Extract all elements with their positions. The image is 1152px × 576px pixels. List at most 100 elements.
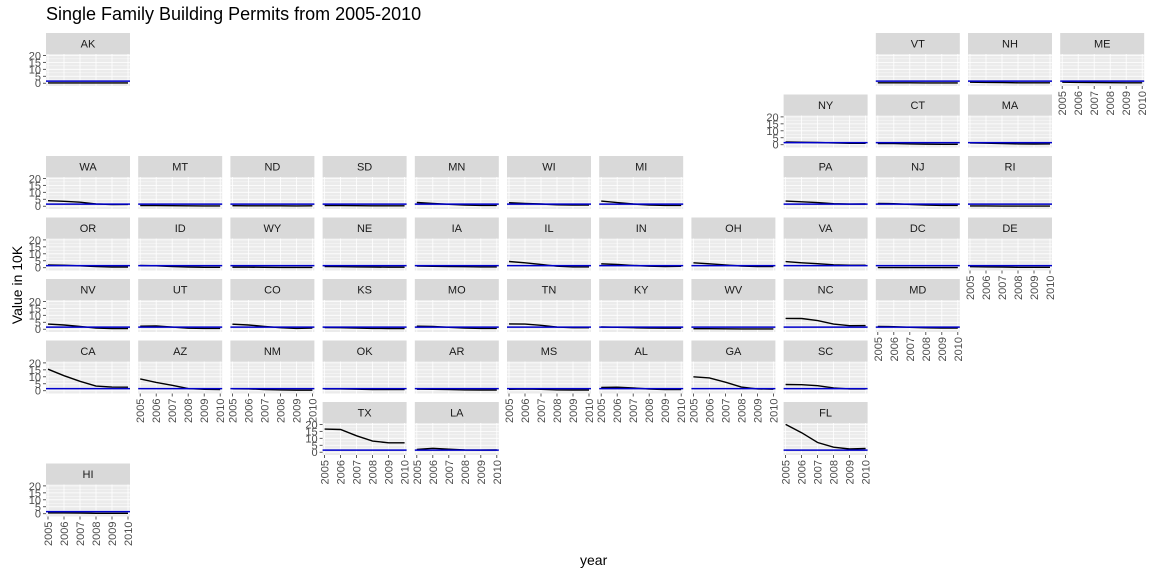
- panel-strip: [322, 156, 407, 177]
- panel-mo: MO: [414, 279, 499, 332]
- panel-strip-label: IN: [636, 223, 647, 235]
- panel-md: MD 2005 2006 2007 2008 2009 2010: [873, 279, 965, 361]
- panel-strip-label: OH: [725, 223, 742, 235]
- x-tick-label: 2007: [536, 399, 548, 423]
- y-tick-label: 10: [29, 187, 41, 199]
- panel-strip: [599, 340, 684, 362]
- panel-strip-label: CA: [80, 346, 96, 358]
- series-line: [324, 428, 405, 444]
- panel-strip: [875, 156, 960, 177]
- x-tick-label: 2007: [628, 399, 640, 423]
- y-tick-label: 0: [772, 140, 778, 152]
- series-line: [324, 265, 405, 268]
- y-tick-label: 20: [29, 358, 41, 370]
- x-tick-label: 2007: [444, 460, 456, 484]
- x-tick-label: 2005: [873, 337, 885, 361]
- y-tick-label: 10: [29, 495, 41, 507]
- x-tick-label: 2005: [43, 522, 55, 546]
- panel-nh: NH: [968, 33, 1052, 86]
- panel-strip: [783, 402, 868, 423]
- panel-strip: [414, 156, 499, 177]
- x-tick-label: 2008: [183, 399, 195, 423]
- x-tick-label: 2007: [75, 522, 87, 546]
- panel-strip: [230, 156, 315, 177]
- panel-ne: NE: [322, 217, 407, 271]
- panel-wy: WY: [230, 217, 315, 271]
- y-tick-label: 10: [29, 310, 41, 322]
- y-tick-label: 5: [35, 71, 41, 83]
- x-tick-label: 2006: [59, 522, 71, 546]
- x-tick-label: 2006: [520, 399, 532, 423]
- x-tick-label: 2006: [336, 460, 348, 484]
- panel-strip: [322, 402, 407, 423]
- x-tick-label: 2005: [504, 399, 516, 423]
- panel-strip-label: ND: [264, 162, 280, 174]
- series-line: [969, 81, 1050, 84]
- panel-strip-label: WY: [264, 223, 282, 235]
- panel-il: IL: [507, 217, 591, 271]
- panel-strip-label: FL: [819, 408, 832, 420]
- y-axis-title: Value in 10K: [9, 245, 26, 325]
- series-line: [140, 378, 221, 391]
- x-tick-label: 2006: [1073, 91, 1085, 115]
- x-tick-label: 2010: [123, 522, 135, 546]
- panel-strip-label: VT: [911, 39, 925, 51]
- panel-strip: [507, 279, 591, 300]
- x-tick-label: 2008: [368, 460, 380, 484]
- y-tick-label: 0: [35, 263, 41, 275]
- y-tick-label: 20: [305, 419, 317, 431]
- x-tick-label: 2009: [1121, 91, 1133, 115]
- x-tick-label: 2007: [259, 399, 271, 423]
- panel-strip-label: SD: [357, 162, 372, 174]
- chart-title: Single Family Building Permits from 2005…: [46, 4, 422, 24]
- panel-strip: [322, 340, 407, 362]
- y-tick-label: 15: [29, 365, 41, 377]
- x-tick-label: 2005: [135, 399, 147, 423]
- panel-strip-label: NH: [1002, 39, 1018, 51]
- x-tick-label: 2010: [1137, 91, 1149, 115]
- series-line: [969, 266, 1050, 268]
- panel-strip-label: MS: [541, 346, 558, 358]
- x-tick-label: 2009: [107, 522, 119, 546]
- x-tick-label: 2010: [1045, 276, 1057, 300]
- y-tick-label: 0: [35, 78, 41, 90]
- x-tick-label: 2006: [151, 399, 163, 423]
- panel-strip: [507, 217, 591, 239]
- y-tick-label: 15: [29, 303, 41, 315]
- x-tick-label: 2010: [584, 399, 596, 423]
- panel-strip: [875, 217, 960, 239]
- panel-strip: [1060, 33, 1145, 54]
- panel-strip-label: NV: [80, 285, 96, 297]
- y-tick-label: 5: [35, 256, 41, 268]
- panel-strip: [783, 279, 868, 300]
- x-tick-label: 2008: [275, 399, 287, 423]
- panel-nd: ND: [230, 156, 315, 209]
- x-tick-label: 2008: [1105, 91, 1117, 115]
- y-tick-label: 5: [35, 379, 41, 391]
- y-tick-label: 10: [29, 64, 41, 76]
- panel-strip: [138, 156, 223, 177]
- y-tick-label: 15: [29, 488, 41, 500]
- y-tick-label: 20: [29, 481, 41, 493]
- panel-strip-label: NJ: [911, 162, 924, 174]
- panel-strip: [507, 156, 591, 177]
- panel-ia: IA: [414, 217, 499, 271]
- panel-strip: [968, 156, 1052, 177]
- panel-strip-label: SC: [818, 346, 833, 358]
- panel-sd: SD: [322, 156, 407, 209]
- x-tick-label: 2006: [704, 399, 716, 423]
- panel-strip-label: ME: [1094, 39, 1111, 51]
- panel-in: IN: [599, 217, 684, 271]
- panel-ky: KY: [599, 279, 684, 332]
- y-tick-label: 0: [35, 386, 41, 398]
- x-tick-label: 2010: [215, 399, 227, 423]
- panel-strip: [691, 340, 776, 362]
- panel-sc: SC: [783, 340, 868, 394]
- panel-strip-label: IL: [544, 223, 553, 235]
- panel-strip: [875, 94, 960, 116]
- series-line: [877, 142, 958, 146]
- x-tick-label: 2006: [889, 337, 901, 361]
